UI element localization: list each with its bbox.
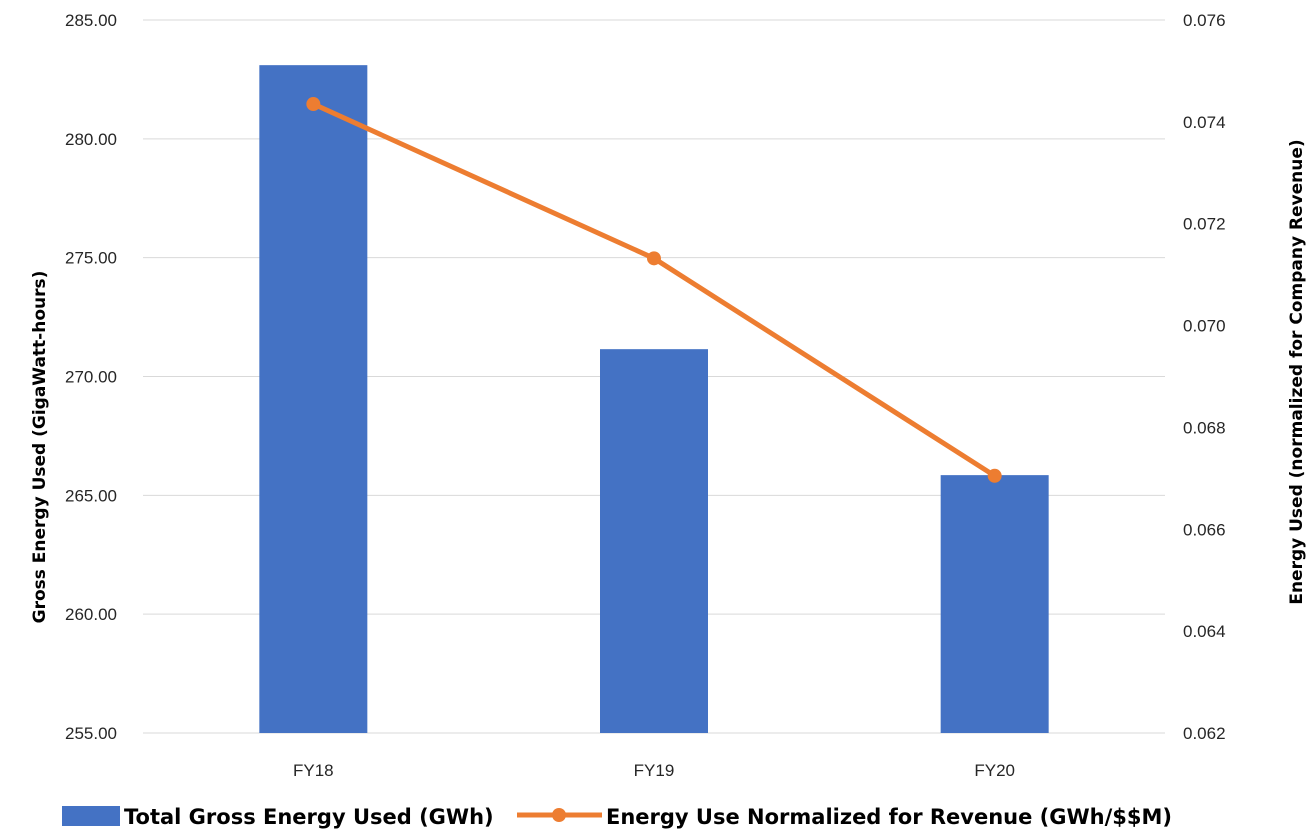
bar (259, 65, 368, 733)
y-right-tick-label: 0.064 (1183, 622, 1226, 641)
legend-label-bar: Total Gross Energy Used (GWh) (124, 805, 494, 829)
x-tick-label: FY19 (634, 761, 675, 780)
legend-label-line: Energy Use Normalized for Revenue (GWh/$… (606, 805, 1172, 829)
bar (600, 349, 708, 733)
bar-series (259, 65, 1049, 733)
y-right-tick-label: 0.076 (1183, 11, 1226, 30)
line-point (647, 251, 661, 266)
x-axis-ticks: FY18 FY19 FY20 (293, 761, 1015, 780)
line-series (306, 97, 1002, 483)
y-right-tick-label: 0.070 (1183, 317, 1226, 336)
y-right-tick-label: 0.068 (1183, 418, 1226, 437)
y-right-tick-label: 0.062 (1183, 724, 1226, 743)
x-tick-label: FY18 (293, 761, 334, 780)
y-left-tick-label: 265.00 (65, 486, 117, 505)
y-right-tick-label: 0.066 (1183, 520, 1226, 539)
y-left-tick-label: 255.00 (65, 724, 117, 743)
line-point (306, 97, 321, 112)
y-right-tick-label: 0.074 (1183, 113, 1226, 132)
legend-swatch-marker (552, 808, 566, 822)
y-right-tick-label: 0.072 (1183, 215, 1226, 234)
legend-swatch-bar (62, 806, 120, 826)
y-axis-right-title: Energy Used (normalized for Company Reve… (1287, 139, 1307, 604)
x-tick-label: FY20 (974, 761, 1015, 780)
line-point (987, 468, 1002, 483)
y-left-tick-label: 260.00 (65, 605, 117, 624)
left-axis-ticks: 255.00 260.00 265.00 270.00 275.00 280.00 285.… (65, 11, 117, 743)
y-left-tick-label: 275.00 (65, 249, 117, 268)
right-axis-ticks: 0.062 0.064 0.066 0.068 0.070 0.072 0.074 0.076 (1183, 11, 1226, 743)
legend: Total Gross Energy Used (GWh) Energy Use… (62, 805, 1172, 829)
y-left-tick-label: 280.00 (65, 130, 117, 149)
y-left-tick-label: 285.00 (65, 11, 117, 30)
y-left-tick-label: 270.00 (65, 368, 117, 387)
bar (940, 475, 1049, 733)
y-axis-left-title: Gross Energy Used (GigaWatt-hours) (30, 271, 50, 624)
